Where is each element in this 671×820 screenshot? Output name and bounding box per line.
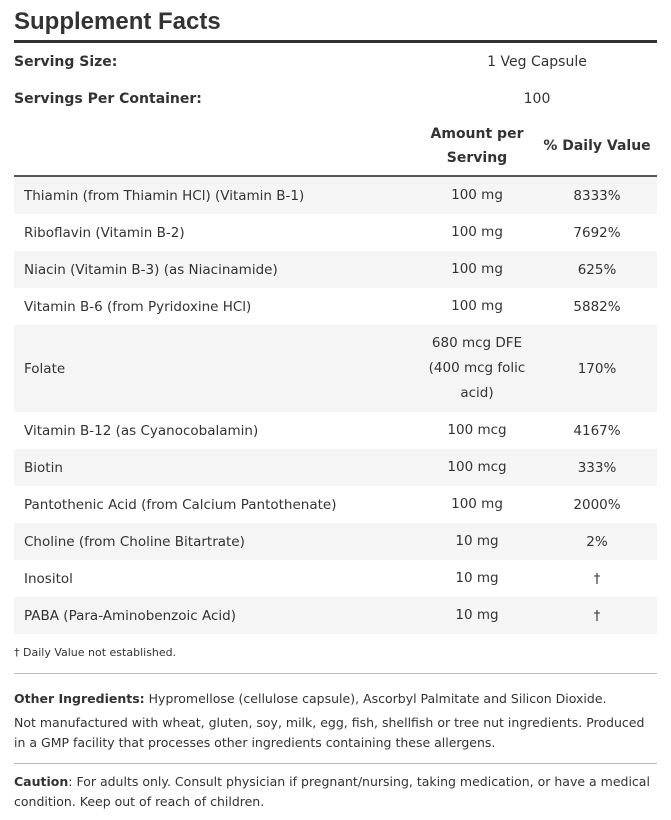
column-header: % Daily Value xyxy=(543,138,651,154)
nutrient-row: Pantothenic Acid (from Calcium Pantothen… xyxy=(14,486,657,523)
nutrient-row: Inositol 10 mg † xyxy=(14,560,657,597)
divider xyxy=(14,763,657,764)
other-ingredients-text: Hypromellose (cellulose capsule), Ascorb… xyxy=(148,691,607,706)
daily-value: 5882% xyxy=(573,298,621,315)
nutrient-amount: 100 mg xyxy=(451,261,503,277)
caution-text: : For adults only. Consult physician if … xyxy=(14,774,650,809)
nutrient-name: Inositol xyxy=(24,570,73,587)
daily-value: 8333% xyxy=(573,187,621,204)
nutrient-row: PABA (Para-Aminobenzoic Acid) 10 mg † xyxy=(14,597,657,634)
nutrient-amount: 100 mg xyxy=(451,187,503,203)
nutrient-name: Riboflavin (Vitamin B-2) xyxy=(24,224,185,241)
serving-row: Serving Size: 1 Veg Capsule xyxy=(14,43,657,80)
daily-value: 7692% xyxy=(573,224,621,241)
daily-value: 170% xyxy=(577,360,617,377)
daily-value: 4167% xyxy=(573,422,621,439)
footnote: † Daily Value not established. xyxy=(14,634,657,674)
caution-label: Caution xyxy=(14,774,69,789)
nutrient-name: Folate xyxy=(24,360,66,377)
serving-row: Servings Per Container: 100 xyxy=(14,80,657,117)
nutrient-name: Pantothenic Acid (from Calcium Pantothen… xyxy=(24,496,337,513)
other-ingredients-label: Other Ingredients: xyxy=(14,691,145,706)
serving-value: 100 xyxy=(523,90,551,107)
nutrient-name: Vitamin B-6 (from Pyridoxine HCl) xyxy=(24,298,252,315)
nutrient-row: Choline (from Choline Bitartrate) 10 mg 2% xyxy=(14,523,657,560)
nutrient-row: Folate 680 mcg DFE (400 mcg folic acid) 17… xyxy=(14,325,657,412)
daily-value: 625% xyxy=(577,261,617,278)
other-ingredients: Other Ingredients: Hypromellose (cellulo… xyxy=(14,689,657,709)
serving-label: Serving Size: xyxy=(14,53,118,70)
nutrient-row: Biotin 100 mcg 333% xyxy=(14,449,657,486)
column-header: Amount per Serving xyxy=(430,126,524,166)
nutrient-name: Choline (from Choline Bitartrate) xyxy=(24,533,245,550)
daily-value: † xyxy=(593,607,601,624)
nutrient-name: Vitamin B-12 (as Cyanocobalamin) xyxy=(24,422,259,439)
nutrient-amount: 100 mg xyxy=(451,496,503,512)
nutrient-amount: 680 mcg DFE (400 mcg folic acid) xyxy=(428,335,526,401)
daily-value: 2% xyxy=(586,533,608,550)
nutrient-amount: 10 mg xyxy=(455,533,499,549)
daily-value: † xyxy=(593,570,601,587)
nutrient-name: PABA (Para-Aminobenzoic Acid) xyxy=(24,607,236,624)
serving-info: Serving Size: 1 Veg Capsule Servings Per C… xyxy=(14,43,657,117)
daily-value: 2000% xyxy=(573,496,621,513)
daily-value: 333% xyxy=(577,459,617,476)
nutrient-row: Riboflavin (Vitamin B-2) 100 mg 7692% xyxy=(14,214,657,251)
table-body: Thiamin (from Thiamin HCl) (Vitamin B-1)… xyxy=(14,177,657,634)
nutrient-row: Vitamin B-12 (as Cyanocobalamin) 100 mcg 4… xyxy=(14,412,657,449)
nutrient-amount: 10 mg xyxy=(455,570,499,586)
serving-label: Servings Per Container: xyxy=(14,90,202,107)
nutrient-row: Thiamin (from Thiamin HCl) (Vitamin B-1)… xyxy=(14,177,657,214)
nutrient-row: Niacin (Vitamin B-3) (as Niacinamide) 100… xyxy=(14,251,657,288)
serving-value: 1 Veg Capsule xyxy=(487,53,587,70)
nutrient-amount: 100 mg xyxy=(451,298,503,314)
nutrient-amount: 100 mcg xyxy=(447,459,507,475)
nutrient-amount: 100 mcg xyxy=(447,422,507,438)
caution: Caution: For adults only. Consult physic… xyxy=(14,772,657,812)
nutrient-row: Vitamin B-6 (from Pyridoxine HCl) 100 mg 5… xyxy=(14,288,657,325)
nutrient-amount: 10 mg xyxy=(455,607,499,623)
allergen-statement: Not manufactured with wheat, gluten, soy… xyxy=(14,715,645,750)
nutrient-name: Niacin (Vitamin B-3) (as Niacinamide) xyxy=(24,261,278,278)
title: Supplement Facts xyxy=(14,8,221,35)
nutrient-name: Biotin xyxy=(24,459,63,476)
nutrient-amount: 100 mg xyxy=(451,224,503,240)
nutrient-name: Thiamin (from Thiamin HCl) (Vitamin B-1) xyxy=(24,187,305,204)
title-rule xyxy=(14,40,657,43)
table-header: Amount per Serving % Daily Value xyxy=(14,117,657,177)
